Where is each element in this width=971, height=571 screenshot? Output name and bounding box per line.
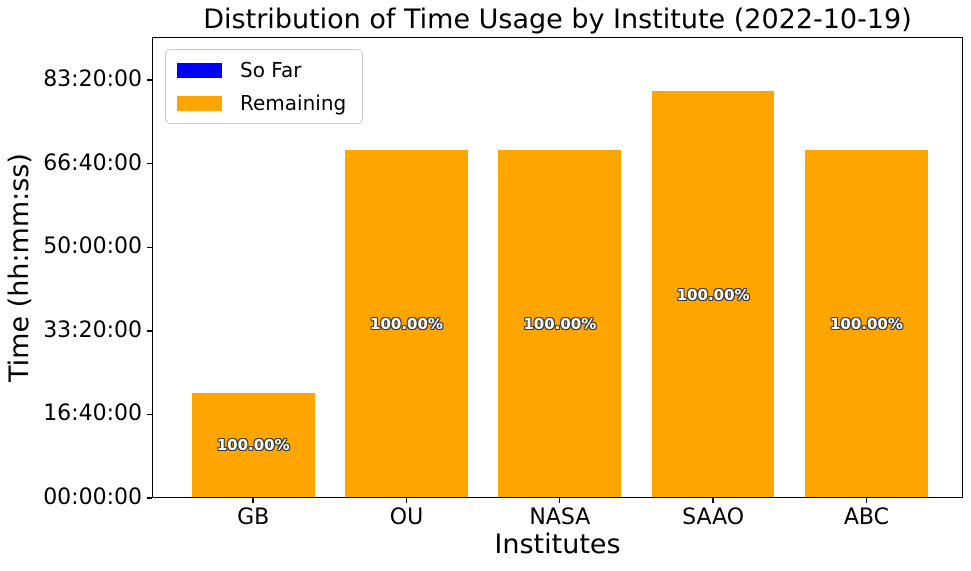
legend-entry-remaining: Remaining <box>177 92 346 114</box>
legend-entry-label: Remaining <box>240 91 347 115</box>
x-axis-label: Institutes <box>494 529 621 560</box>
bar-remaining-nasa <box>498 149 622 498</box>
x-tick-label: GB <box>237 505 270 530</box>
chart-title: Distribution of Time Usage by Institute … <box>203 4 912 35</box>
y-tick-label: 00:00:00 <box>43 485 142 510</box>
y-tick-label: 33:20:00 <box>43 317 142 343</box>
bar-remaining-abc <box>805 149 928 498</box>
bar-remaining-gb <box>191 392 315 498</box>
y-tick-mark <box>147 330 152 332</box>
y-tick-label: 83:20:00 <box>43 67 142 93</box>
bar-percentage-label: 100.00% <box>676 285 750 304</box>
y-tick-mark <box>147 163 152 165</box>
legend-color-swatch <box>177 62 222 78</box>
x-tick-mark <box>252 498 254 503</box>
y-tick-label: 66:40:00 <box>43 150 142 176</box>
x-tick-label: SAAO <box>682 505 745 530</box>
bar-remaining-ou <box>345 149 468 498</box>
x-tick-mark <box>559 498 561 503</box>
x-tick-mark <box>405 498 408 503</box>
y-tick-label: 16:40:00 <box>43 401 142 427</box>
bar-percentage-label: 100.00% <box>216 436 290 455</box>
bar-remaining-saao <box>651 91 775 498</box>
x-tick-mark <box>865 498 868 503</box>
x-tick-mark <box>712 498 714 503</box>
y-tick-mark <box>147 246 152 248</box>
y-tick-mark <box>147 79 152 81</box>
bar-percentage-label: 100.00% <box>523 314 597 333</box>
y-tick-label: 50:00:00 <box>43 234 142 260</box>
x-tick-label: OU <box>389 505 424 530</box>
legend-entry-so-far: So Far <box>177 59 346 81</box>
x-tick-label: NASA <box>529 505 591 530</box>
plot-area: So Far Remaining 00:00:00 16:40:00 33:20:00… <box>43 37 963 530</box>
bar-percentage-label: 100.00% <box>829 314 903 333</box>
legend: So Far Remaining <box>165 49 364 124</box>
y-tick-mark <box>147 497 152 499</box>
legend-entry-label: So Far <box>240 58 302 82</box>
y-tick-mark <box>147 413 152 416</box>
y-axis-label: Time (hh:mm:ss) <box>4 153 35 382</box>
x-tick-label: ABC <box>843 505 889 530</box>
bar-percentage-label: 100.00% <box>370 314 443 333</box>
legend-color-swatch <box>177 95 222 111</box>
